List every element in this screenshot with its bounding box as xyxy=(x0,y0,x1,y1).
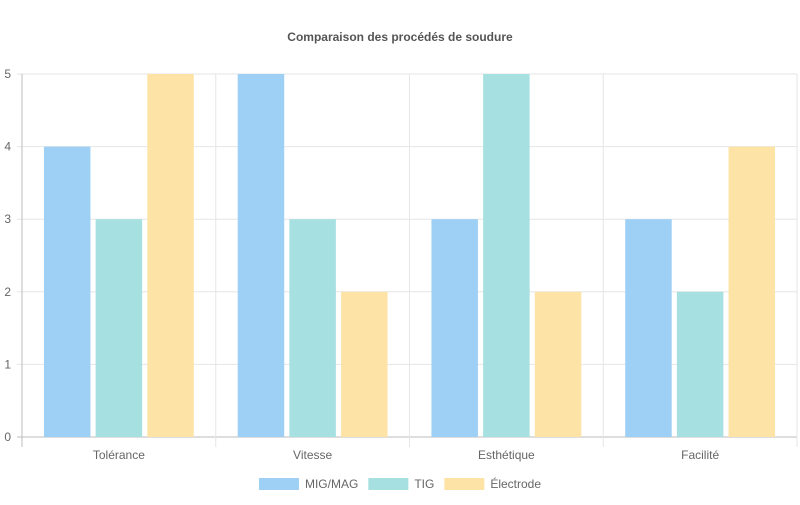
y-tick-label: 2 xyxy=(4,285,11,299)
bar--lectrode-1[interactable] xyxy=(341,291,388,437)
bar--lectrode-2[interactable] xyxy=(534,291,582,437)
legend[interactable]: MIG/MAG TIG Électrode xyxy=(258,476,541,491)
x-tick-label: Facilité xyxy=(681,448,719,462)
legend-swatch xyxy=(444,478,485,490)
bar-tig-3[interactable] xyxy=(676,291,724,437)
grid-layer xyxy=(17,73,798,447)
x-tick-label: Esthétique xyxy=(478,448,535,462)
legend-label: MIG/MAG xyxy=(305,477,358,491)
y-tick-label: 4 xyxy=(4,140,11,154)
x-tick-label: Vitesse xyxy=(293,448,332,462)
bars-layer xyxy=(43,74,776,437)
bar-mig-mag-3[interactable] xyxy=(625,219,672,437)
legend-label: TIG xyxy=(414,477,434,491)
bar--lectrode-3[interactable] xyxy=(728,146,776,437)
legend-item[interactable]: Électrode xyxy=(444,476,541,491)
y-tick-label: 5 xyxy=(4,67,11,81)
axis-layer: 0 1 2 3 4 5 Tolérance Vitesse Esthétique Facilité xyxy=(4,67,719,462)
x-tick-label: Tolérance xyxy=(93,448,145,462)
y-tick-label: 3 xyxy=(4,212,11,226)
bar-tig-1[interactable] xyxy=(289,219,336,437)
bar-tig-2[interactable] xyxy=(483,74,530,437)
legend-swatch xyxy=(368,478,409,490)
chart-title: Comparaison des procédés de soudure xyxy=(287,30,513,44)
bar-tig-0[interactable] xyxy=(95,219,143,437)
legend-item[interactable]: MIG/MAG xyxy=(258,477,358,491)
y-tick-label: 1 xyxy=(4,357,11,371)
legend-item[interactable]: TIG xyxy=(368,477,434,491)
legend-swatch xyxy=(258,478,299,490)
bar-mig-mag-0[interactable] xyxy=(43,146,91,437)
bar-mig-mag-1[interactable] xyxy=(237,74,285,437)
bar-mig-mag-2[interactable] xyxy=(431,219,478,437)
legend-label: Électrode xyxy=(490,476,541,491)
bar--lectrode-0[interactable] xyxy=(147,74,194,437)
y-tick-label: 0 xyxy=(4,430,11,444)
